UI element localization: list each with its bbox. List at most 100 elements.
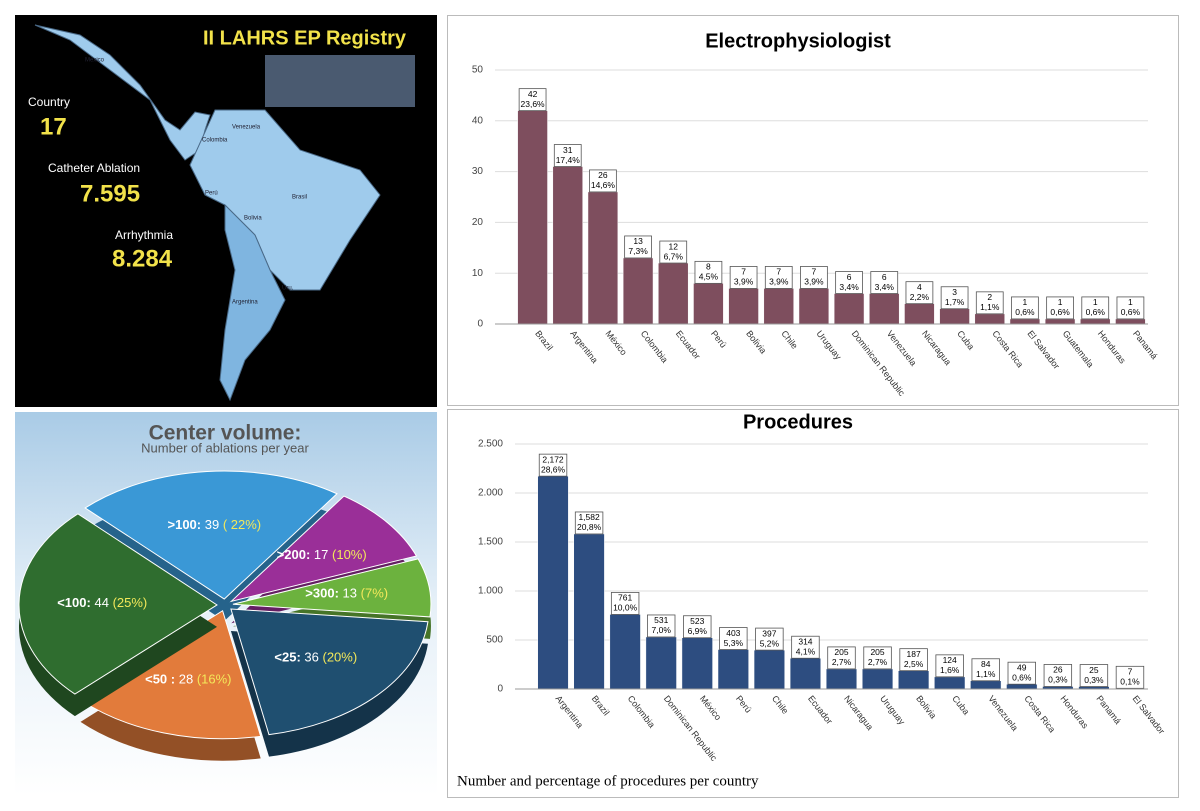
- category: >300:: [305, 586, 339, 601]
- stat-label: Country: [28, 95, 70, 109]
- bar: [1044, 318, 1076, 325]
- bar: [552, 166, 583, 325]
- bar: [1115, 318, 1146, 325]
- percent-label: 2,2%: [910, 292, 930, 302]
- y-tick-label: 1.500: [478, 537, 503, 548]
- percent-label: 3,9%: [804, 277, 824, 287]
- value-label: 205: [834, 647, 848, 657]
- percent-label: 10,0%: [613, 603, 638, 613]
- bar: [681, 637, 713, 690]
- label-box: [800, 266, 828, 289]
- value-label: 7: [812, 267, 817, 277]
- bar: [798, 288, 830, 325]
- value-label: 2,172: [542, 454, 564, 464]
- percent: (10%): [332, 548, 367, 563]
- percent-label: 2,7%: [868, 657, 888, 667]
- percent-label: 7,0%: [652, 625, 672, 635]
- value-label: 187: [907, 649, 921, 659]
- percent-label: 1,7%: [945, 297, 965, 307]
- bar: [1006, 683, 1038, 690]
- value-label: 761: [618, 593, 632, 603]
- label-box: [1011, 296, 1039, 320]
- stat-label: Arrhythmia: [115, 228, 173, 242]
- label-box: [518, 88, 547, 112]
- label-box: [719, 627, 748, 650]
- bar: [833, 293, 865, 325]
- value-label: 531: [654, 615, 668, 625]
- y-tick-label: 2.000: [478, 488, 503, 499]
- value-label: 6: [882, 272, 887, 282]
- value-label: 1: [1093, 297, 1098, 307]
- country-label: Uru.: [282, 286, 294, 292]
- value-label: 3: [952, 287, 957, 297]
- percent-label: 1,1%: [980, 302, 1000, 312]
- value-label: 12: [669, 241, 679, 251]
- percent-label: 0,6%: [1015, 307, 1035, 317]
- slice: [18, 513, 218, 695]
- percent-label: 0,1%: [1120, 677, 1140, 687]
- value-label: 397: [762, 628, 776, 638]
- value-label: 124: [943, 655, 957, 665]
- value-label: 205: [870, 647, 884, 657]
- country-label: Venezuela: [232, 125, 261, 131]
- bar: [825, 668, 858, 690]
- caption: Number and percentage of procedures per …: [457, 773, 759, 789]
- y-tick-label: 10: [472, 268, 484, 279]
- bar: [904, 303, 935, 325]
- count: 28: [179, 672, 193, 687]
- slice: [230, 608, 429, 736]
- slice-label: >300: 13 (7%): [305, 586, 388, 601]
- country-label: México: [85, 58, 105, 64]
- percent-label: 6,7%: [664, 251, 684, 261]
- percent-label: 0,6%: [1121, 307, 1141, 317]
- chart-title: Procedures: [743, 411, 853, 433]
- country-label: Bolivia: [244, 216, 262, 222]
- slice: [79, 609, 262, 740]
- slice: [84, 470, 338, 600]
- label-box: [971, 658, 1000, 682]
- percent-label: 0,3%: [1048, 675, 1068, 685]
- category: >100:: [168, 517, 202, 532]
- bar: [1080, 318, 1111, 325]
- bar: [861, 668, 894, 690]
- value-label: 42: [528, 89, 538, 99]
- slice-label: <100: 44 (25%): [57, 596, 147, 611]
- percent-label: 7,3%: [628, 246, 648, 256]
- label-box: [647, 614, 676, 638]
- bar: [789, 657, 822, 690]
- percent-label: 23,6%: [521, 99, 546, 109]
- value-label: 2: [987, 292, 992, 302]
- bar: [517, 110, 548, 325]
- y-tick-label: 0: [497, 684, 503, 695]
- label-box: [1081, 296, 1110, 320]
- slice-label: >100: 39 ( 22%): [168, 517, 262, 532]
- percent: (25%): [113, 596, 148, 611]
- bar: [939, 308, 970, 325]
- label-box: [683, 615, 712, 639]
- percent-label: 20,8%: [577, 522, 602, 532]
- bar: [869, 293, 900, 325]
- category: <100:: [57, 596, 91, 611]
- slice-label: >200: 17 (10%): [277, 548, 367, 563]
- value-label: 26: [1053, 665, 1063, 675]
- percent-label: 4,5%: [699, 272, 719, 282]
- label-box: [975, 291, 1004, 315]
- value-label: 1: [1128, 297, 1133, 307]
- percent-label: 3,9%: [734, 277, 754, 287]
- country-label: Perú: [205, 191, 218, 197]
- value-label: 31: [563, 145, 573, 155]
- bar: [658, 262, 689, 325]
- count: 39: [205, 517, 219, 532]
- label-box: [1046, 296, 1074, 320]
- label-box: [764, 266, 793, 289]
- bar: [717, 649, 749, 690]
- value-label: 26: [598, 170, 608, 180]
- percent-label: 4,1%: [796, 646, 816, 656]
- category: <25:: [274, 650, 300, 665]
- count: 44: [94, 596, 108, 611]
- percent-label: 3,4%: [839, 282, 859, 292]
- y-tick-label: 0: [477, 319, 483, 330]
- chart-title: Electrophysiologist: [705, 30, 891, 52]
- value-label: 4: [917, 282, 922, 292]
- value-label: 7: [741, 267, 746, 277]
